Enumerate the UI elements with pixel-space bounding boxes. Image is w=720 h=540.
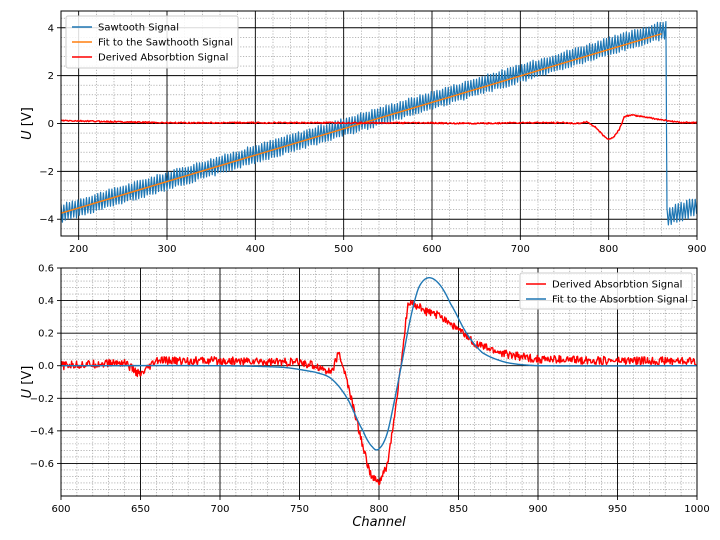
y-tick-label: 4 [48, 23, 54, 34]
plot-area [61, 21, 697, 226]
legend-label: Fit to the Sawthooth Signal [98, 38, 233, 49]
y-tick-label: 2 [48, 71, 54, 82]
y-tick-label: −4 [39, 215, 54, 226]
series-line-1 [61, 21, 697, 226]
legend: Derived Absorbtion Signal Fit to the Abso… [519, 272, 693, 310]
legend-label: Derived Absorbtion Signal [98, 53, 228, 64]
y-tick-label: 0.2 [38, 329, 54, 340]
x-tick-label: 600 [51, 504, 70, 515]
subplot-2: 600 650 700 750 800 850 900 950 1000 −0.6 −0.4 −0.2… [20, 264, 710, 531]
legend-frame [65, 15, 239, 69]
y-axis-label: U [V] [20, 107, 35, 140]
series-line-1 [61, 300, 697, 486]
ticks: 200 300 400 500 600 700 800 900 −4 −2 0 2 4 [39, 23, 706, 255]
x-axis-label: Channel [352, 515, 406, 530]
legend-frame [519, 272, 693, 310]
x-tick-label: 700 [511, 244, 530, 255]
x-tick-label: 300 [157, 244, 176, 255]
series-line-3 [61, 114, 697, 141]
y-tick-label: 0.4 [38, 296, 54, 307]
y-tick-label: 0.0 [38, 361, 54, 372]
x-tick-label: 950 [608, 504, 627, 515]
y-tick-label: −0.2 [30, 394, 54, 405]
x-tick-label: 500 [334, 244, 353, 255]
x-tick-label: 900 [528, 504, 547, 515]
legend: Sawtooth Signal Fit to the Sawthooth Sign… [65, 15, 239, 69]
y-tick-label: −2 [39, 167, 54, 178]
y-tick-label: 0 [48, 119, 54, 130]
x-tick-label: 800 [369, 504, 388, 515]
y-axis-label: U [V] [20, 366, 35, 399]
subplot-1: 200 300 400 500 600 700 800 900 −4 −2 0 2 4 U [V] Sawt… [20, 10, 707, 255]
y-tick-label: −0.4 [30, 426, 54, 437]
x-tick-label: 400 [246, 244, 265, 255]
legend-label: Sawtooth Signal [98, 23, 179, 34]
ticks: 600 650 700 750 800 850 900 950 1000 −0.6 −0.4 −0.2… [30, 264, 710, 516]
x-tick-label: 200 [69, 244, 88, 255]
y-tick-label: −0.6 [30, 459, 54, 470]
series-line-2 [61, 277, 697, 451]
legend-label: Fit to the Absorbtion Signal [552, 295, 688, 306]
x-tick-label: 700 [210, 504, 229, 515]
x-tick-label: 850 [449, 504, 468, 515]
x-tick-label: 800 [599, 244, 618, 255]
x-tick-label: 600 [422, 244, 441, 255]
x-tick-label: 900 [687, 244, 706, 255]
x-tick-label: 750 [290, 504, 309, 515]
plot-area [61, 277, 697, 486]
x-tick-label: 1000 [684, 504, 709, 515]
legend-label: Derived Absorbtion Signal [552, 280, 682, 291]
x-tick-label: 650 [131, 504, 150, 515]
y-tick-label: 0.6 [38, 264, 54, 275]
